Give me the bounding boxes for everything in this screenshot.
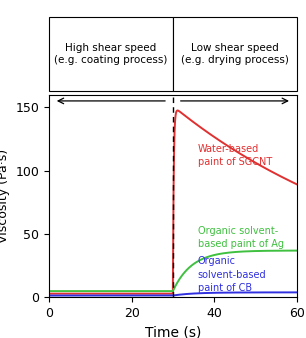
Text: Organic solvent-
based paint of Ag: Organic solvent- based paint of Ag	[198, 226, 284, 249]
Text: Water-based
paint of SGCNT: Water-based paint of SGCNT	[198, 144, 272, 167]
Text: High shear speed
(e.g. coating process): High shear speed (e.g. coating process)	[54, 43, 168, 65]
Y-axis label: Viscosity (Pa·s): Viscosity (Pa·s)	[0, 149, 10, 243]
X-axis label: Time (s): Time (s)	[145, 326, 201, 338]
Text: Low shear speed
(e.g. drying process): Low shear speed (e.g. drying process)	[181, 43, 289, 65]
Text: Organic
solvent-based
paint of CB: Organic solvent-based paint of CB	[198, 257, 266, 293]
